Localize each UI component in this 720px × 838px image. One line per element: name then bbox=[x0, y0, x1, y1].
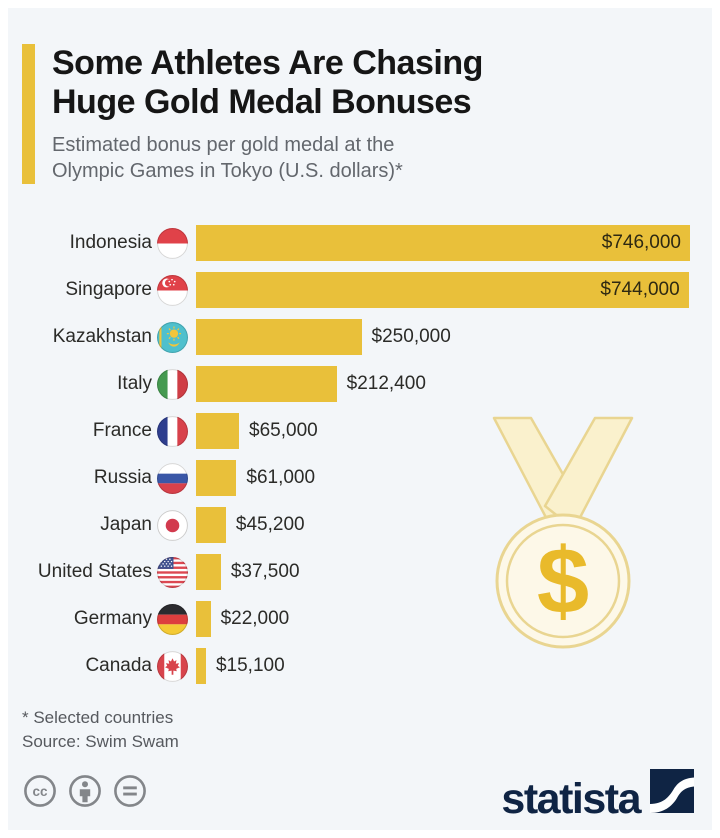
country-label: Germany bbox=[73, 608, 152, 630]
country-label: France bbox=[92, 420, 152, 442]
bar-row: Italy $212,400 bbox=[14, 361, 690, 408]
country-label: Italy bbox=[117, 373, 152, 395]
page-title: Some Athletes Are Chasing Huge Gold Medal… bbox=[52, 44, 483, 123]
value-bar bbox=[196, 648, 206, 685]
country-label: United States bbox=[37, 561, 152, 583]
title-line-1: Some Athletes Are Chasing bbox=[52, 44, 483, 82]
bar-chart: Indonesia $746,000 Singapore $744,000 bbox=[8, 220, 712, 690]
value-label: $250,000 bbox=[371, 326, 451, 348]
bar-row: Kazakhstan $250,000 bbox=[14, 314, 690, 361]
value-label: $65,000 bbox=[249, 420, 318, 442]
license-icons: cc bbox=[22, 773, 148, 814]
cc-icon: cc bbox=[22, 773, 58, 814]
singapore-flag-icon bbox=[157, 274, 188, 306]
bar-track: $65,000 bbox=[196, 413, 690, 450]
statista-logo: statista bbox=[501, 769, 694, 823]
value-bar bbox=[196, 507, 226, 544]
value-label: $22,000 bbox=[220, 608, 290, 630]
value-bar bbox=[196, 366, 337, 403]
bar-row: Singapore $744,000 bbox=[14, 267, 690, 314]
japan-flag-icon bbox=[157, 509, 188, 541]
footnote: * Selected countries bbox=[22, 707, 174, 727]
value-label: $744,000 bbox=[600, 279, 680, 301]
germany-flag-icon bbox=[157, 603, 188, 635]
page-subtitle: Estimated bonus per gold medal at the Oly… bbox=[52, 132, 483, 184]
value-label: $15,100 bbox=[215, 655, 285, 677]
statista-logo-icon bbox=[650, 769, 694, 818]
united-states-flag-icon bbox=[157, 556, 188, 588]
value-bar: $744,000 bbox=[196, 272, 689, 309]
kazakhstan-flag-icon bbox=[157, 321, 188, 353]
value-bar bbox=[196, 319, 362, 356]
bar-track: $15,100 bbox=[196, 648, 690, 685]
bar-track: $744,000 bbox=[196, 272, 690, 309]
bar-track: $61,000 bbox=[196, 460, 690, 497]
bar-row: Japan $45,200 bbox=[14, 502, 690, 549]
subtitle-line-2: Olympic Games in Tokyo (U.S. dollars)* bbox=[52, 159, 403, 182]
infographic-card: Some Athletes Are Chasing Huge Gold Medal… bbox=[8, 8, 712, 830]
bar-row: France $65,000 bbox=[14, 408, 690, 455]
bar-row: Germany $22,000 bbox=[14, 596, 690, 643]
bar-row: Canada $15,100 bbox=[14, 643, 690, 690]
indonesia-flag-icon bbox=[157, 227, 188, 259]
header-text: Some Athletes Are Chasing Huge Gold Medal… bbox=[52, 44, 483, 184]
bar-track: $746,000 bbox=[196, 225, 690, 262]
value-label: $45,200 bbox=[235, 514, 305, 536]
value-bar: $746,000 bbox=[196, 225, 690, 262]
value-bar bbox=[196, 601, 211, 638]
footer-bar: cc statista bbox=[8, 753, 712, 823]
statista-wordmark: statista bbox=[501, 774, 641, 823]
footnote-block: * Selected countries Source: Swim Swam bbox=[8, 690, 712, 754]
value-bar bbox=[196, 554, 221, 591]
country-label: Canada bbox=[85, 655, 152, 677]
header: Some Athletes Are Chasing Huge Gold Medal… bbox=[8, 8, 712, 184]
france-flag-icon bbox=[157, 415, 188, 447]
country-label: Russia bbox=[93, 467, 152, 489]
bar-track: $250,000 bbox=[196, 319, 690, 356]
value-label: $37,500 bbox=[230, 561, 300, 583]
bar-track: $37,500 bbox=[196, 554, 690, 591]
country-label: Singapore bbox=[65, 279, 152, 301]
italy-flag-icon bbox=[157, 368, 188, 400]
bar-track: $45,200 bbox=[196, 507, 690, 544]
bar-track: $212,400 bbox=[196, 366, 690, 403]
bar-row: Indonesia $746,000 bbox=[14, 220, 690, 267]
value-label: $212,400 bbox=[346, 373, 426, 395]
russia-flag-icon bbox=[157, 462, 188, 494]
bar-row: Russia $61,000 bbox=[14, 455, 690, 502]
title-accent-bar bbox=[22, 44, 35, 184]
country-label: Indonesia bbox=[69, 232, 152, 254]
bar-track: $22,000 bbox=[196, 601, 690, 638]
value-label: $746,000 bbox=[601, 232, 681, 254]
country-label: Japan bbox=[100, 514, 152, 536]
country-label: Kazakhstan bbox=[52, 326, 152, 348]
equal-icon bbox=[112, 773, 148, 814]
value-label: $61,000 bbox=[246, 467, 316, 489]
source: Source: Swim Swam bbox=[22, 731, 179, 751]
bar-row: United States $37,500 bbox=[14, 549, 690, 596]
attribution-icon bbox=[67, 773, 103, 814]
value-bar bbox=[196, 460, 237, 497]
title-line-2: Huge Gold Medal Bonuses bbox=[52, 83, 472, 122]
subtitle-line-1: Estimated bonus per gold medal at the bbox=[52, 133, 395, 156]
value-bar bbox=[196, 413, 240, 450]
canada-flag-icon bbox=[157, 650, 188, 682]
svg-text:cc: cc bbox=[32, 784, 48, 799]
